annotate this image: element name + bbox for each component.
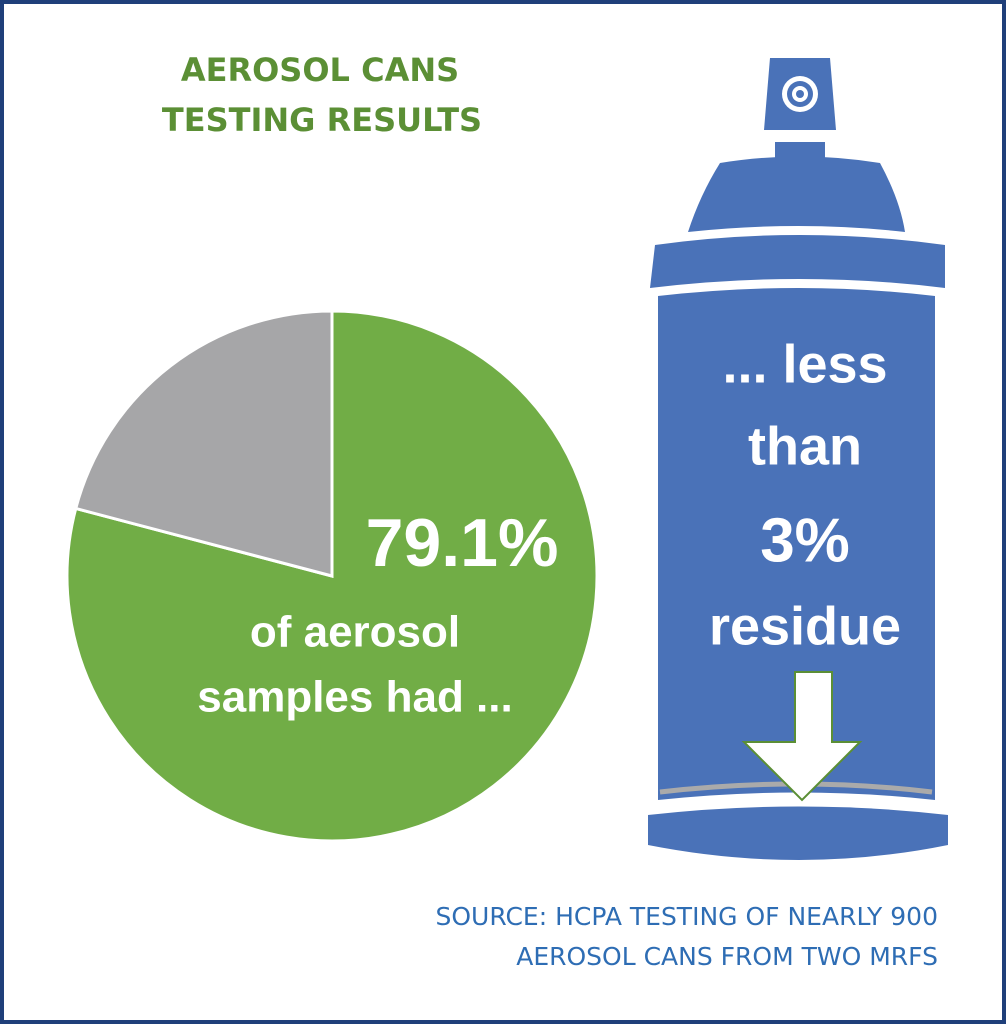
value-label: 79.1%	[366, 505, 559, 581]
can-text: ... less	[722, 334, 887, 394]
pie-caption: of aerosol	[250, 608, 460, 657]
can-base	[648, 806, 948, 860]
nozzle-hole	[796, 90, 804, 98]
spray-can	[648, 58, 948, 860]
can-dome	[688, 156, 905, 232]
can-body	[658, 288, 935, 800]
pie	[65, 309, 599, 843]
can-stem	[775, 142, 825, 158]
down-arrow	[741, 671, 863, 802]
pie-caption: samples had ...	[197, 673, 512, 722]
can-rim	[650, 235, 945, 288]
can-text: 3%	[760, 506, 850, 575]
source: SOURCE: HCPA TESTING OF NEARLY 900	[436, 902, 939, 931]
can-text: than	[748, 416, 862, 476]
title-line: TESTING RESULTS	[162, 101, 482, 139]
title-line: AEROSOL CANS	[181, 51, 459, 89]
source: AEROSOL CANS FROM TWO MRFS	[516, 942, 938, 971]
can-text: residue	[709, 596, 901, 656]
pie-slice	[73, 309, 334, 578]
